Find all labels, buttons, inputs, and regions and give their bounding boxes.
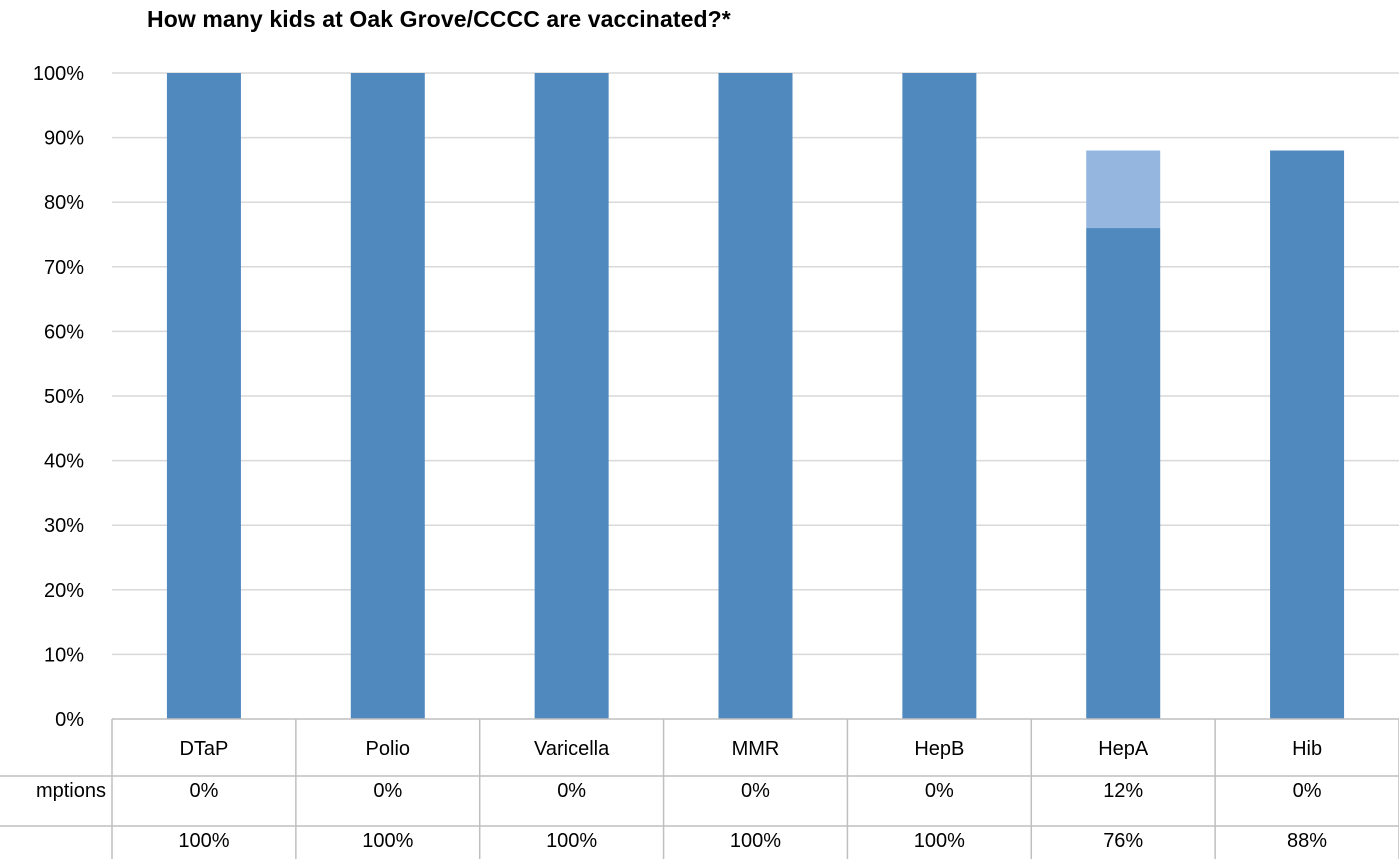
table-row-label: mptions <box>36 780 106 802</box>
table-cell: 0% <box>925 780 954 802</box>
y-tick-label: 0% <box>55 709 84 731</box>
bar-hib-series-1 <box>1270 150 1345 719</box>
table-cell: 12% <box>1103 780 1143 802</box>
table-cell: 100% <box>178 830 229 852</box>
chart-title: How many kids at Oak Grove/CCCC are vacc… <box>147 6 731 32</box>
bar-mmr-series-1 <box>718 73 793 719</box>
table-cell: 0% <box>741 780 770 802</box>
table-cell: 100% <box>730 830 781 852</box>
bar-hepa-series-2 <box>1086 150 1161 229</box>
table-cell: 88% <box>1287 830 1327 852</box>
table-cell: 100% <box>362 830 413 852</box>
data-table: DTaP Polio Varicella MMR HepB HepA Hib mptions 0… <box>0 718 1399 859</box>
table-cell: 0% <box>189 780 218 802</box>
table-cell: 0% <box>1293 780 1322 802</box>
x-category-label: HepB <box>914 738 964 760</box>
table-cell: 0% <box>557 780 586 802</box>
table-cell: 100% <box>914 830 965 852</box>
y-tick-label: 80% <box>44 192 84 214</box>
y-tick-label: 10% <box>44 644 84 666</box>
table-cell: 100% <box>546 830 597 852</box>
table-cell: 76% <box>1103 830 1143 852</box>
x-category-label: MMR <box>732 738 780 760</box>
y-tick-label: 50% <box>44 386 84 408</box>
bar-hepb-series-1 <box>902 73 977 719</box>
y-tick-label: 100% <box>33 63 84 85</box>
x-category-label: Hib <box>1292 738 1322 760</box>
x-category-label: HepA <box>1098 738 1149 760</box>
y-tick-label: 60% <box>44 321 84 343</box>
bar-dtap-series-1 <box>166 73 241 719</box>
table-cell: 0% <box>373 780 402 802</box>
y-axis: 0% 10% 20% 30% 40% 50% 60% 70% 80% 90% 100% <box>33 63 84 731</box>
x-category-label: Varicella <box>534 738 610 760</box>
y-tick-label: 70% <box>44 257 84 279</box>
y-tick-label: 90% <box>44 128 84 150</box>
y-tick-label: 20% <box>44 580 84 602</box>
bars <box>166 73 1345 720</box>
y-tick-label: 30% <box>44 515 84 537</box>
bar-varicella-series-1 <box>534 73 609 719</box>
x-category-label: DTaP <box>179 738 228 760</box>
bar-polio-series-1 <box>350 73 425 719</box>
bar-hepa-series-1 <box>1086 228 1161 720</box>
x-category-label: Polio <box>366 738 410 760</box>
y-tick-label: 40% <box>44 451 84 473</box>
